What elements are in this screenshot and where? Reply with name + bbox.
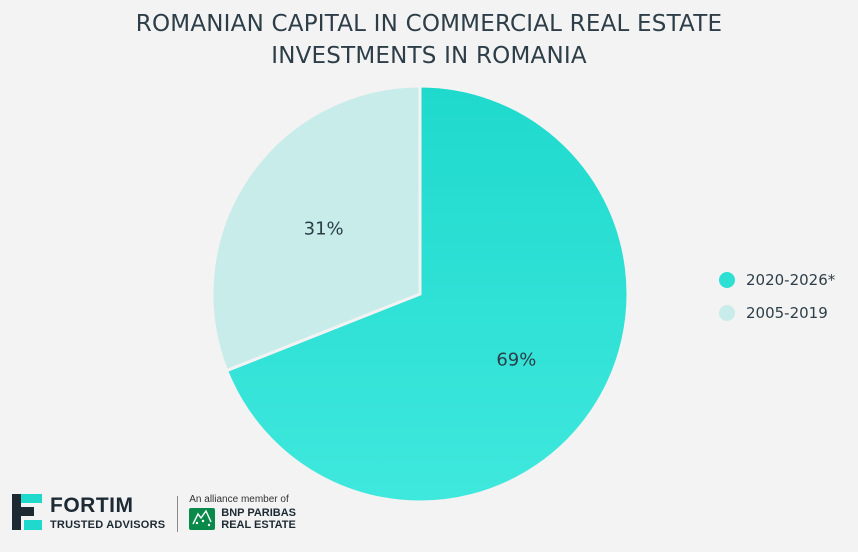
pie-slice-2020-2026 [224, 84, 630, 504]
fortim-wordmark: FORTIM TRUSTED ADVISORS [50, 494, 166, 532]
fortim-logo-icon [12, 494, 42, 530]
pie-slice-2005-2019 [210, 84, 422, 373]
alliance-block: An alliance member of BNP PARIBAS REAL E… [189, 494, 296, 531]
fortim-tagline: TRUSTED ADVISORS [50, 519, 166, 531]
legend-label: 2005-2019 [746, 304, 828, 322]
branding-footer: FORTIM TRUSTED ADVISORS An alliance memb… [12, 494, 296, 532]
alliance-text: An alliance member of [189, 494, 289, 505]
legend-swatch [719, 272, 735, 288]
slice-value-label: 31% [304, 219, 344, 240]
legend-item-2005-2019: 2005-2019 [719, 303, 835, 323]
chart-legend: 2020-2026* 2005-2019 [719, 270, 835, 336]
legend-swatch [719, 305, 735, 321]
bnp-line-2: REAL ESTATE [221, 519, 296, 531]
bnp-line-1: BNP PARIBAS [221, 507, 297, 519]
chart-title-line-2: INVESTMENTS IN ROMANIA [271, 43, 587, 69]
chart-title: ROMANIAN CAPITAL IN COMMERCIAL REAL ESTA… [0, 8, 858, 72]
legend-item-2020-2026: 2020-2026* [719, 270, 835, 290]
logo-divider [177, 496, 179, 532]
bnp-stars-icon [189, 508, 216, 530]
fortim-name: FORTIM [50, 494, 134, 517]
bnp-paribas-logo: BNP PARIBAS REAL ESTATE [189, 507, 296, 531]
legend-label: 2020-2026* [746, 271, 836, 289]
chart-title-line-1: ROMANIAN CAPITAL IN COMMERCIAL REAL ESTA… [135, 11, 723, 37]
slice-value-label: 69% [496, 349, 536, 370]
